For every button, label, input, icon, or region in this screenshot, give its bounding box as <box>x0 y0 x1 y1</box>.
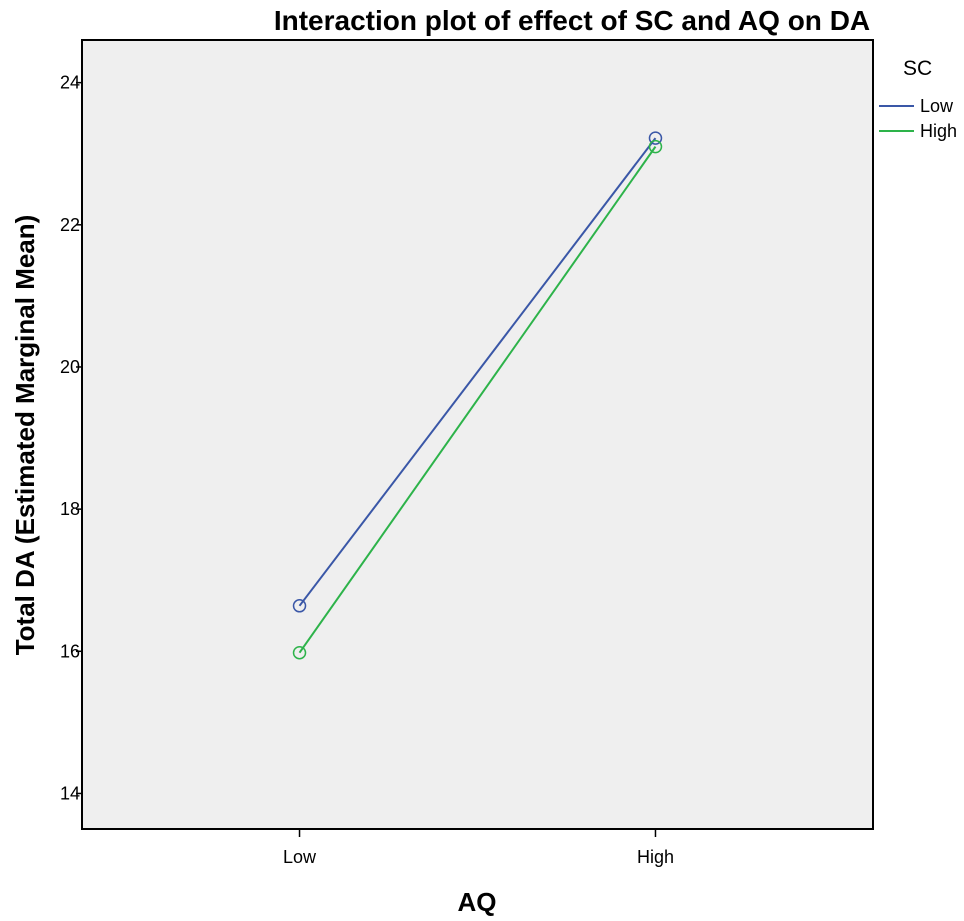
series-point-low <box>292 599 307 613</box>
series-point-high <box>292 645 307 660</box>
y-tick-label: 16 <box>60 641 80 661</box>
y-tick-label: 24 <box>60 73 80 93</box>
legend-title: SC <box>903 57 932 80</box>
series-layer <box>292 131 663 660</box>
x-axis: Low High <box>283 829 674 867</box>
x-tick-label: Low <box>283 847 317 867</box>
x-tick-label: High <box>637 847 674 867</box>
legend-label-high: High <box>920 121 957 141</box>
series-line-low <box>298 137 657 607</box>
chart-title: Interaction plot of effect of SC and AQ … <box>274 5 870 36</box>
legend-label-low: Low <box>920 96 954 116</box>
series-point-low <box>648 131 663 145</box>
legend: SC Low High <box>879 57 957 141</box>
x-axis-title: AQ <box>458 887 497 917</box>
series-line-high <box>298 146 657 654</box>
y-tick-label: 22 <box>60 215 80 235</box>
y-tick-label: 20 <box>60 357 80 377</box>
y-axis-title: Total DA (Estimated Marginal Mean) <box>10 215 40 656</box>
plot-area <box>81 39 874 830</box>
y-tick-label: 14 <box>60 783 80 803</box>
series-point-high <box>648 139 663 154</box>
y-axis: 14 16 18 20 22 24 <box>60 73 82 803</box>
y-tick-label: 18 <box>60 499 80 519</box>
